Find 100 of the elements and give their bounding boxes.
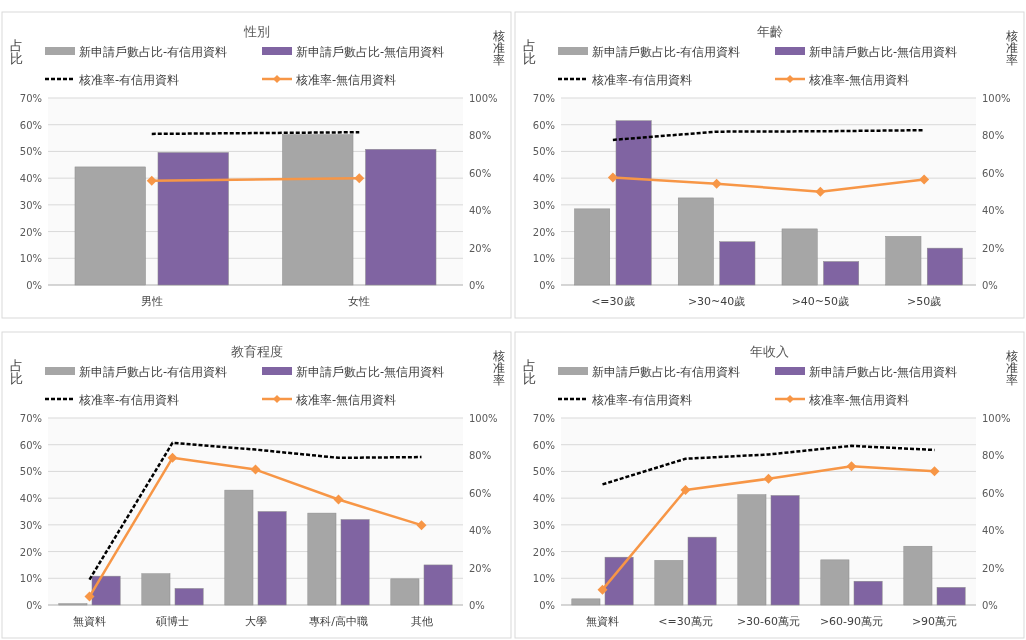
y2-tick-label: 80% bbox=[469, 130, 492, 142]
point bbox=[929, 466, 940, 477]
y-tick-label: 0% bbox=[26, 280, 42, 291]
y2-tick-label: 80% bbox=[982, 130, 1005, 142]
bar bbox=[885, 236, 922, 286]
y2-tick-label: 60% bbox=[469, 167, 492, 179]
bar bbox=[770, 495, 800, 606]
y-tick-label: 70% bbox=[19, 413, 42, 424]
bar bbox=[340, 519, 370, 606]
legend-label: 核准率-有信用資料 bbox=[78, 73, 180, 87]
x-tick-label: 女性 bbox=[348, 295, 371, 308]
x-tick-label: <=30萬元 bbox=[658, 615, 713, 628]
x-tick-label: >30~40歲 bbox=[687, 295, 746, 308]
bar bbox=[781, 228, 818, 286]
y2-tick-label: 100% bbox=[982, 93, 1011, 104]
point bbox=[167, 452, 178, 463]
y-tick-label: 50% bbox=[19, 466, 42, 478]
legend-label: 新申請戶數占比-有信用資料 bbox=[592, 365, 741, 379]
point bbox=[763, 473, 774, 484]
legend-label: 新申請戶數占比-有信用資料 bbox=[79, 365, 228, 379]
y-tick-label: 60% bbox=[532, 119, 555, 131]
y2-axis-title: 核准率 bbox=[1005, 349, 1018, 387]
y-axis-title: 占比 bbox=[522, 38, 536, 66]
bar bbox=[224, 489, 254, 606]
y-tick-label: 10% bbox=[532, 253, 555, 265]
bar bbox=[282, 134, 354, 286]
x-tick-label: >90萬元 bbox=[911, 615, 958, 628]
bar bbox=[737, 494, 767, 606]
legend-label: 新申請戶數占比-無信用資料 bbox=[296, 365, 445, 379]
y-tick-label: 60% bbox=[19, 439, 42, 451]
y-tick-label: 60% bbox=[532, 439, 555, 451]
point bbox=[919, 174, 930, 185]
y-tick-label: 40% bbox=[532, 493, 555, 505]
y-tick-label: 50% bbox=[532, 146, 555, 158]
bar bbox=[174, 588, 204, 606]
bar bbox=[423, 564, 453, 606]
bar bbox=[654, 560, 684, 606]
bar bbox=[604, 556, 634, 606]
legend-label: 核准率-有信用資料 bbox=[591, 73, 693, 87]
y2-tick-label: 0% bbox=[469, 600, 485, 611]
bar bbox=[141, 573, 171, 606]
legend-label: 核准率-有信用資料 bbox=[78, 393, 180, 407]
y-tick-label: 20% bbox=[19, 546, 42, 558]
bar bbox=[687, 536, 717, 606]
y-tick-label: 20% bbox=[532, 546, 555, 558]
bar bbox=[571, 598, 601, 606]
y2-tick-label: 20% bbox=[982, 562, 1005, 574]
bar bbox=[91, 575, 121, 606]
y2-tick-label: 60% bbox=[469, 487, 492, 499]
point bbox=[607, 172, 618, 183]
y2-tick-label: 60% bbox=[982, 487, 1005, 499]
bar bbox=[677, 197, 714, 286]
y2-tick-label: 80% bbox=[982, 450, 1005, 462]
point bbox=[815, 186, 826, 197]
x-tick-label: 男性 bbox=[140, 295, 163, 308]
legend-label: 新申請戶數占比-無信用資料 bbox=[809, 45, 958, 59]
y2-tick-label: 0% bbox=[469, 280, 485, 291]
y2-tick-label: 100% bbox=[982, 413, 1011, 424]
legend-label: 核准率-無信用資料 bbox=[295, 393, 397, 407]
y2-tick-label: 40% bbox=[982, 205, 1005, 217]
legend-label: 核准率-無信用資料 bbox=[295, 73, 397, 87]
chart-title: 教育程度 bbox=[230, 344, 283, 359]
y2-tick-label: 20% bbox=[469, 562, 492, 574]
y-tick-label: 70% bbox=[532, 413, 555, 424]
bar bbox=[157, 152, 229, 286]
y-tick-label: 10% bbox=[19, 573, 42, 585]
x-tick-label: <=30歲 bbox=[591, 295, 635, 308]
legend-label: 新申請戶數占比-有信用資料 bbox=[592, 45, 741, 59]
y-axis-title: 占比 bbox=[9, 358, 23, 386]
x-tick-label: 碩博士 bbox=[155, 615, 189, 628]
bar bbox=[74, 166, 146, 286]
y2-tick-label: 20% bbox=[469, 242, 492, 254]
point bbox=[250, 464, 261, 475]
y-tick-label: 20% bbox=[532, 226, 555, 238]
y2-axis-title: 核准率 bbox=[492, 29, 505, 67]
chart-title: 年收入 bbox=[750, 344, 789, 359]
y-tick-label: 70% bbox=[19, 93, 42, 104]
point bbox=[84, 591, 95, 602]
bar bbox=[823, 261, 860, 286]
legend-label: 核准率-無信用資料 bbox=[808, 393, 910, 407]
y-tick-label: 70% bbox=[532, 93, 555, 104]
y-tick-label: 20% bbox=[19, 226, 42, 238]
y-tick-label: 30% bbox=[532, 519, 555, 531]
y2-tick-label: 60% bbox=[982, 167, 1005, 179]
x-tick-label: 其他 bbox=[410, 615, 433, 628]
x-tick-label: >40~50歲 bbox=[791, 295, 850, 308]
y-tick-label: 40% bbox=[532, 173, 555, 185]
bar bbox=[936, 587, 966, 606]
bar bbox=[365, 149, 437, 286]
point bbox=[711, 178, 722, 189]
legend-label: 新申請戶數占比-有信用資料 bbox=[79, 45, 228, 59]
point bbox=[597, 584, 608, 595]
y-tick-label: 30% bbox=[532, 199, 555, 211]
point bbox=[333, 494, 344, 505]
bar bbox=[257, 511, 287, 606]
y2-tick-label: 40% bbox=[982, 525, 1005, 537]
y2-axis-title: 核准率 bbox=[492, 349, 505, 387]
y2-tick-label: 100% bbox=[469, 93, 498, 104]
line-series bbox=[611, 128, 926, 142]
x-tick-label: >50歲 bbox=[907, 295, 942, 308]
